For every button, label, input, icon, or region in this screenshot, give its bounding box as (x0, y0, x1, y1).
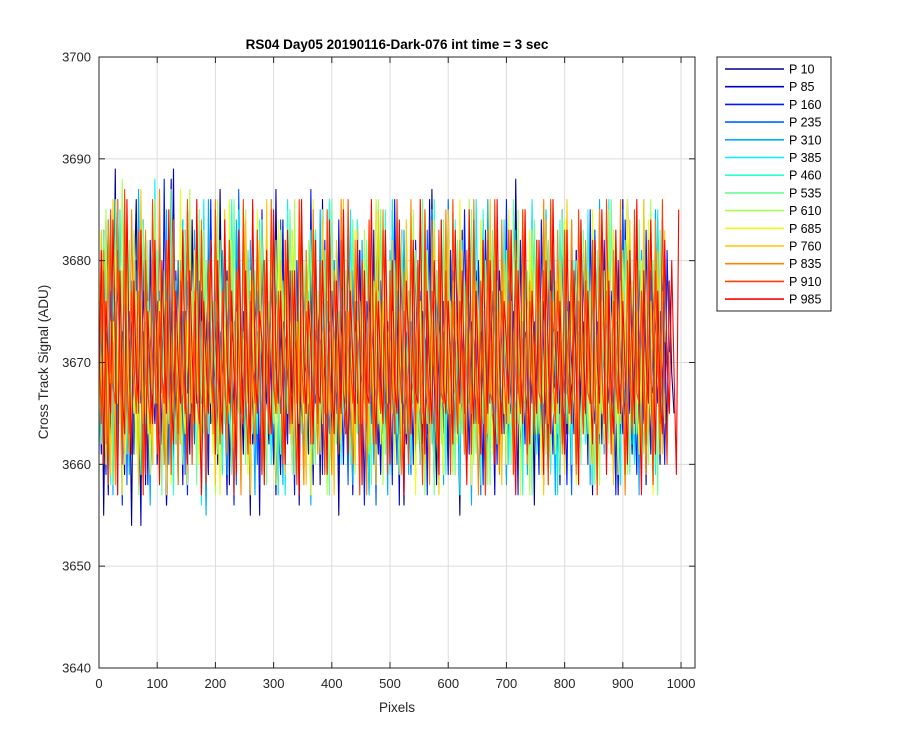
legend-entry: P 385 (789, 151, 821, 165)
legend-entry: P 685 (789, 222, 821, 236)
legend-entry: P 85 (789, 80, 815, 94)
x-tick-label: 900 (612, 676, 634, 691)
y-tick-label: 3690 (62, 151, 91, 166)
x-tick-label: 700 (496, 676, 518, 691)
legend-entry: P 910 (789, 275, 821, 289)
x-tick-label: 600 (437, 676, 459, 691)
x-tick-label: 200 (205, 676, 227, 691)
series-layer (98, 168, 680, 526)
series-line-p-985 (98, 199, 680, 496)
legend-entry: P 310 (789, 133, 821, 147)
x-tick-label: 100 (146, 676, 168, 691)
x-tick-label: 800 (554, 676, 576, 691)
y-tick-label: 3650 (62, 559, 91, 574)
legend-entry: P 460 (789, 169, 821, 183)
y-tick-label: 3660 (62, 457, 91, 472)
legend-entry: P 610 (789, 204, 821, 218)
axis-ticks: 0 100 200 300 400 500 600 700 800 900 1000 3640 3650… (62, 50, 695, 692)
x-tick-label: 300 (263, 676, 285, 691)
legend: P 10 P 85 P 160 P 235 P 310 P 385 P 460 P 535 P … (716, 56, 832, 312)
legend-entry: P 835 (789, 257, 821, 271)
x-tick-label: 500 (379, 676, 401, 691)
x-tick-label: 1000 (667, 676, 696, 691)
legend-entry: P 535 (789, 186, 821, 200)
legend-entry: P 760 (789, 240, 821, 254)
legend-entry: P 10 (789, 63, 815, 77)
legend-box (716, 56, 832, 312)
y-tick-label: 3700 (62, 50, 91, 65)
x-axis-label: Pixels (379, 700, 415, 715)
x-tick-label: 0 (95, 676, 102, 691)
x-tick-label: 400 (321, 676, 343, 691)
legend-entry: P 985 (789, 293, 821, 307)
y-axis-label: Cross Track Signal (ADU) (36, 285, 51, 440)
chart-title: RS04 Day05 20190116-Dark-076 int time = … (246, 37, 549, 52)
y-tick-label: 3670 (62, 355, 91, 370)
legend-entry: P 160 (789, 98, 821, 112)
y-tick-label: 3640 (62, 661, 91, 676)
legend-entry: P 235 (789, 116, 821, 130)
y-tick-label: 3680 (62, 253, 91, 268)
